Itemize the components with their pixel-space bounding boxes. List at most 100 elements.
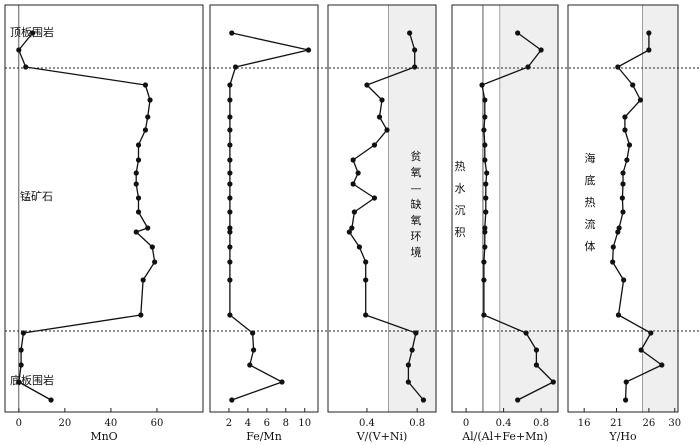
data-point xyxy=(481,277,487,283)
data-point xyxy=(659,362,665,368)
data-point xyxy=(622,397,629,403)
data-point xyxy=(515,30,521,36)
annotation-char: 缺 xyxy=(411,197,422,211)
x-tick-label: 40 xyxy=(105,418,118,429)
data-point xyxy=(363,259,369,265)
annotation-char: 氧 xyxy=(411,165,422,179)
data-point xyxy=(615,312,622,318)
data-point xyxy=(135,195,142,201)
annotation-char: 流 xyxy=(585,217,596,231)
data-point xyxy=(355,170,361,176)
data-point xyxy=(371,195,378,201)
data-point xyxy=(376,114,383,120)
data-point xyxy=(351,209,357,215)
data-point xyxy=(133,181,139,187)
data-point xyxy=(346,229,352,235)
zone-label-ore: 锰矿石 xyxy=(20,189,53,203)
data-point xyxy=(149,244,155,250)
panel-frame xyxy=(4,4,204,413)
x-tick-label: 0.4 xyxy=(359,418,375,429)
data-point xyxy=(356,244,362,250)
data-point xyxy=(229,30,235,36)
x-axis-label: Y/Ho xyxy=(608,430,637,443)
data-point xyxy=(482,229,488,235)
data-point xyxy=(624,157,630,163)
data-point xyxy=(16,47,22,53)
data-point xyxy=(227,312,233,318)
x-tick-label: 21 xyxy=(610,418,623,429)
series-line xyxy=(611,33,663,401)
data-point xyxy=(482,97,488,103)
data-point xyxy=(227,244,233,250)
data-point xyxy=(20,330,27,336)
annotation-char: 体 xyxy=(585,239,596,253)
data-point xyxy=(483,195,489,201)
data-point xyxy=(30,30,36,36)
data-point xyxy=(482,142,488,148)
x-tick-label: 0.4 xyxy=(496,418,512,429)
x-axis-label: MnO xyxy=(90,430,117,443)
data-point xyxy=(227,142,233,148)
annotation-char: 环 xyxy=(411,230,422,243)
data-point xyxy=(479,82,485,88)
data-point xyxy=(227,195,233,201)
x-tick-label: 4 xyxy=(245,418,251,429)
data-point xyxy=(622,127,628,133)
x-tick-label: 0 xyxy=(16,418,22,429)
x-tick-label: 30 xyxy=(668,418,681,429)
data-point xyxy=(227,225,233,231)
shaded-range xyxy=(499,5,558,412)
data-point xyxy=(227,127,233,133)
x-axis-label: Al/(Al+Fe+Mn) xyxy=(461,430,548,443)
data-point xyxy=(147,97,153,103)
data-point xyxy=(227,259,233,265)
data-point xyxy=(482,114,488,120)
data-point xyxy=(525,64,531,70)
data-point xyxy=(16,379,22,385)
zone-labels: 顶板围岩 锰矿石 底板围岩 xyxy=(10,25,54,387)
data-point xyxy=(227,170,233,176)
data-point xyxy=(407,30,413,36)
data-point xyxy=(616,225,622,231)
data-point xyxy=(482,157,488,163)
x-axis-label: Fe/Mn xyxy=(246,430,282,443)
data-point xyxy=(405,362,411,368)
data-point xyxy=(622,114,628,120)
data-point xyxy=(533,347,540,353)
annotation-char: 热 xyxy=(585,196,596,209)
data-point xyxy=(523,330,529,336)
data-point xyxy=(626,142,633,148)
data-point xyxy=(227,97,233,103)
data-point xyxy=(538,47,544,53)
data-point xyxy=(405,379,411,385)
data-point xyxy=(371,142,378,148)
data-point xyxy=(384,127,390,133)
data-point xyxy=(648,330,654,336)
data-point xyxy=(619,195,625,201)
data-point xyxy=(363,312,369,318)
data-point xyxy=(227,181,233,187)
data-point xyxy=(484,170,490,176)
x-tick-label: 16 xyxy=(578,418,591,429)
data-point xyxy=(610,259,616,265)
data-point xyxy=(133,229,139,235)
data-point xyxy=(637,97,644,103)
data-point xyxy=(620,209,626,215)
x-tick-label: 8 xyxy=(283,418,289,429)
data-point xyxy=(412,64,418,70)
data-point xyxy=(135,142,142,148)
annotation-char: 热 xyxy=(455,160,466,173)
shaded-range xyxy=(642,5,678,412)
data-point xyxy=(18,347,24,353)
data-point xyxy=(279,379,285,385)
data-point xyxy=(364,82,370,88)
data-point xyxy=(227,209,233,215)
data-point xyxy=(615,64,621,70)
data-point xyxy=(145,114,151,120)
data-point xyxy=(18,362,24,368)
data-point xyxy=(135,209,142,215)
data-point xyxy=(140,277,146,283)
panel-1: 2 4 6 8 10 Fe/Mn xyxy=(209,4,319,443)
shaded-range xyxy=(388,5,436,412)
data-point xyxy=(227,157,233,163)
